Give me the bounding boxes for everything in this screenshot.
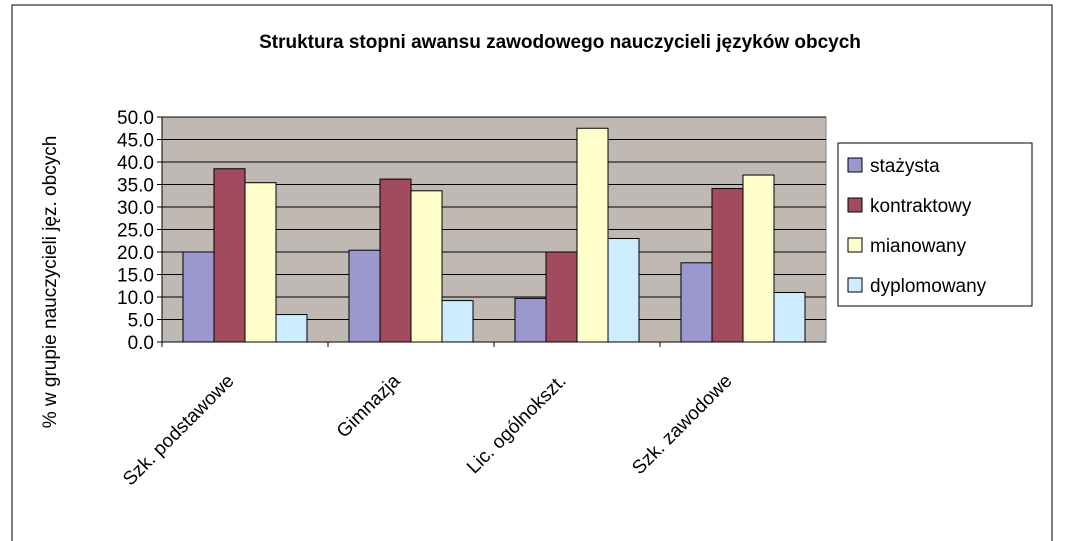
y-tick-label: 20.0 [117,243,154,264]
legend-swatch [847,277,863,293]
y-tick-label: 50.0 [117,108,154,129]
bar [773,292,806,343]
bar [545,251,578,343]
bar [379,178,412,343]
y-tick-label: 15.0 [117,266,154,287]
legend-swatch [847,157,863,173]
legend-swatch [847,197,863,213]
legend-label: kontraktowy [870,196,972,217]
y-tick-label: 40.0 [117,153,154,174]
bar [410,190,443,343]
bar [244,182,277,343]
bar [607,238,640,343]
bar [680,262,713,343]
y-tick-label: 5.0 [128,311,154,332]
bar [441,300,474,343]
bar [514,297,547,343]
bar [742,174,775,343]
legend-swatch [847,237,863,253]
bar [576,127,609,343]
y-tick-label: 0.0 [128,333,154,354]
y-tick-label: 10.0 [117,288,154,309]
y-tick-label: 25.0 [117,221,154,242]
legend-label: mianowany [870,236,967,257]
bar [275,314,308,343]
y-axis-label: % w grupie nauczycieli jęz. obcych [40,136,61,429]
y-tick-label: 30.0 [117,198,154,219]
legend-label: stażysta [870,156,940,177]
legend-label: dyplomowany [870,276,987,297]
y-tick-label: 35.0 [117,176,154,197]
bar [182,251,215,343]
y-tick-label: 45.0 [117,131,154,152]
bar [348,249,381,343]
bar [213,168,246,343]
chart-title: Struktura stopni awansu zawodowego naucz… [259,32,861,53]
legend-box [837,142,1033,307]
bar [711,188,744,343]
